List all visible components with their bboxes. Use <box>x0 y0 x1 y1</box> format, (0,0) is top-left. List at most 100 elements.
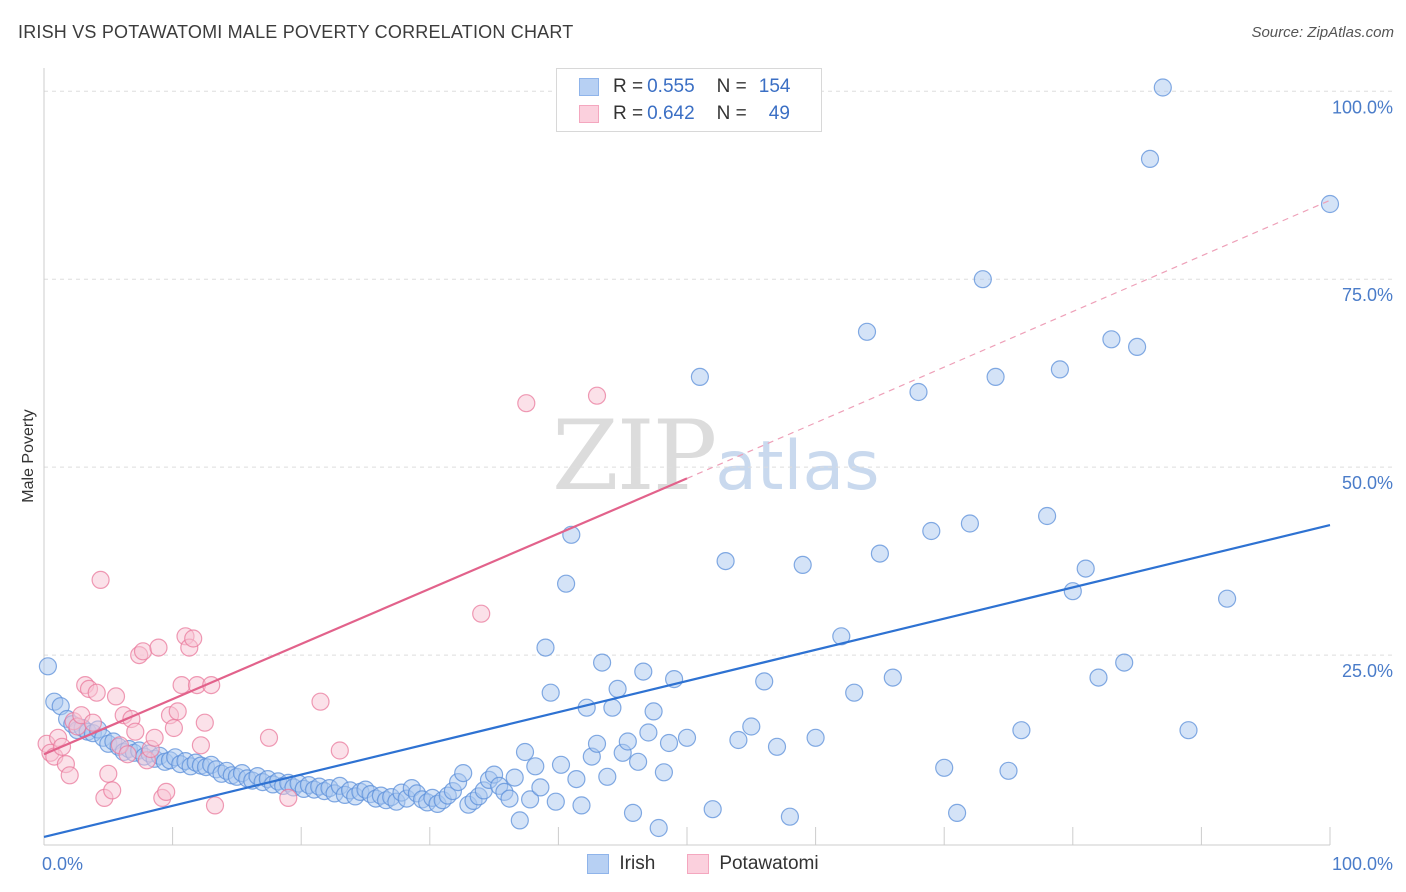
irish-point <box>551 755 571 774</box>
irish-point <box>541 683 560 702</box>
irish-point <box>755 672 774 691</box>
legend-row-potawatomi: R = 0.642 N = 49 <box>579 101 790 127</box>
legend-swatch-irish <box>579 78 599 96</box>
irish-point <box>677 728 697 747</box>
irish-point <box>1012 721 1031 740</box>
irish-point <box>628 752 648 771</box>
watermark-zip: ZIP <box>552 400 717 512</box>
y-tick-label: 75.0% <box>1342 285 1393 305</box>
potawatomi-point <box>87 683 106 702</box>
irish-point <box>531 778 550 797</box>
irish-point <box>832 627 851 646</box>
potawatomi-point <box>311 692 330 711</box>
legend-label-irish: Irish <box>619 853 656 874</box>
watermark: ZIPatlas <box>552 400 880 512</box>
irish-point <box>510 811 529 830</box>
irish-point <box>500 789 519 808</box>
irish-point <box>649 818 668 838</box>
irish-point <box>1153 78 1172 97</box>
irish-point <box>806 728 825 747</box>
potawatomi-point <box>205 796 225 815</box>
irish-point <box>883 668 902 687</box>
potawatomi-point <box>191 736 210 755</box>
irish-point <box>1179 721 1198 740</box>
potawatomi-point <box>472 604 491 623</box>
potawatomi-point <box>279 788 298 808</box>
chart-title: IRISH VS POTAWATOMI MALE POVERTY CORRELA… <box>18 22 574 42</box>
irish-point <box>729 730 748 750</box>
y-tick-label: 50.0% <box>1342 473 1393 493</box>
potawatomi-trend-extension <box>686 199 1331 479</box>
irish-point <box>690 367 710 386</box>
irish-point <box>703 800 722 819</box>
irish-point <box>909 382 928 402</box>
irish-point <box>845 683 864 702</box>
irish-point <box>947 803 967 823</box>
legend-label-potawatomi: Potawatomi <box>719 853 819 874</box>
series-legend: Irish Potawatomi <box>0 851 1406 877</box>
legend-r-value: 0.642 <box>647 103 695 124</box>
irish-point <box>603 698 622 717</box>
irish-point <box>870 544 890 563</box>
gridlines <box>44 90 1392 656</box>
irish-point <box>1320 194 1340 214</box>
potawatomi-point <box>103 781 122 800</box>
potawatomi-point <box>60 766 79 785</box>
legend-n-label: N = <box>716 103 747 124</box>
correlation-legend: R = 0.555 N = 154 R = 0.642 N = 49 <box>556 68 822 132</box>
y-tick-label: 25.0% <box>1342 661 1393 681</box>
irish-point <box>1127 337 1147 356</box>
legend-swatch-potawatomi <box>687 854 710 874</box>
legend-n-value: 49 <box>768 103 790 124</box>
irish-point <box>567 769 586 789</box>
legend-r-label: R = <box>613 76 644 97</box>
irish-point <box>922 521 941 541</box>
potawatomi-point <box>83 713 103 732</box>
potawatomi-point <box>587 386 607 405</box>
irish-point <box>454 763 473 783</box>
irish-point <box>505 768 524 787</box>
irish-point <box>644 702 663 721</box>
potawatomi-point <box>149 638 168 657</box>
potawatomi-point <box>164 718 183 738</box>
potawatomi-point <box>184 629 203 648</box>
irish-point <box>999 761 1018 780</box>
tick-labels: 25.0% 50.0% 75.0% 100.0% 0.0% 100.0% <box>42 97 1393 874</box>
x-tick-label: 100.0% <box>1332 854 1393 874</box>
irish-point <box>1115 653 1134 672</box>
irish-point <box>634 662 653 681</box>
irish-point <box>592 653 612 672</box>
irish-point <box>1217 589 1237 608</box>
irish-point <box>1140 149 1160 168</box>
potawatomi-point <box>172 675 191 695</box>
irish-point <box>986 367 1005 386</box>
potawatomi-point <box>126 722 145 741</box>
trend-lines <box>43 199 1331 839</box>
potawatomi-point <box>195 713 214 732</box>
legend-item-potawatomi: Potawatomi <box>687 853 819 875</box>
irish-point <box>1037 506 1057 526</box>
irish-point <box>639 723 658 742</box>
irish-point <box>654 763 674 782</box>
irish-point <box>1050 360 1070 379</box>
y-tick-label: 100.0% <box>1332 97 1393 117</box>
irish-point <box>960 514 980 533</box>
irish-point <box>526 757 545 776</box>
irish-point <box>623 803 643 823</box>
irish-point <box>793 555 812 575</box>
irish-point <box>608 679 627 699</box>
potawatomi-point <box>259 728 279 747</box>
irish-point <box>1076 559 1095 578</box>
irish-point <box>780 807 800 826</box>
legend-swatch-irish <box>587 854 610 874</box>
source-credit: Source: ZipAtlas.com <box>1251 24 1394 41</box>
irish-point <box>767 737 787 756</box>
irish-point <box>587 734 607 753</box>
irish-point <box>716 551 735 571</box>
irish-trend-line <box>43 523 1331 839</box>
potawatomi-point <box>330 741 349 760</box>
potawatomi-points <box>37 386 607 815</box>
potawatomi-point <box>517 394 536 413</box>
legend-r-label: R = <box>613 103 644 124</box>
legend-n-label: N = <box>716 76 747 97</box>
